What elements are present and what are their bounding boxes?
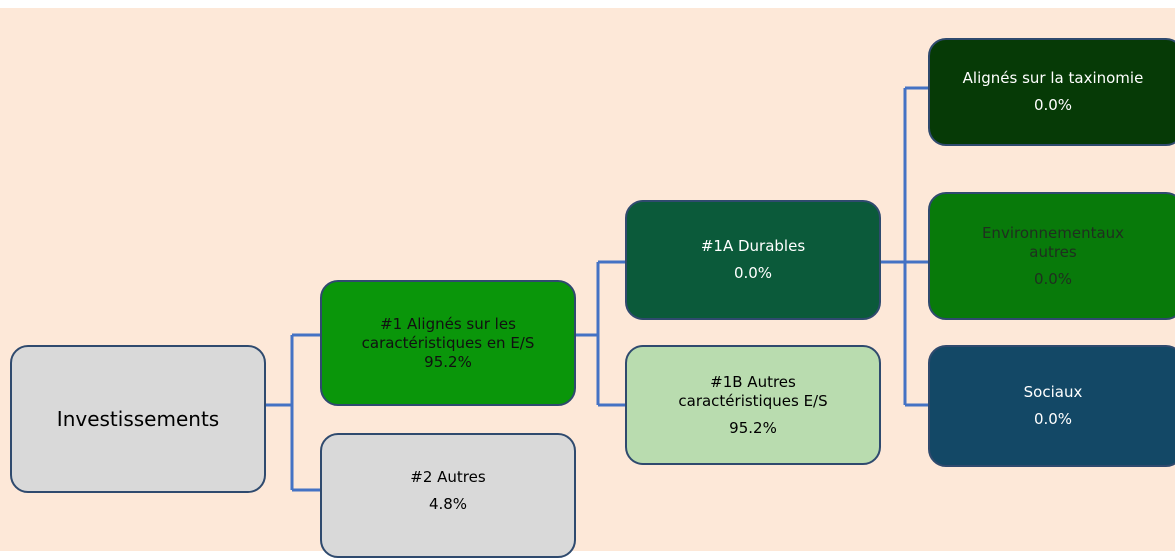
connector [265, 333, 320, 492]
node-label: #1 Alignés sur les caractéristiques en E… [361, 314, 535, 352]
node-label: #1A Durables [700, 237, 806, 255]
node-2: #2 Autres 4.8% [320, 433, 576, 558]
node-value: 95.2% [424, 352, 472, 371]
node-label: Sociaux [1023, 383, 1083, 401]
node-investissements: Investissements [10, 345, 266, 493]
node-1a: #1A Durables 0.0% [625, 200, 881, 320]
node-value: 0.0% [733, 264, 773, 282]
node-label: Environnementaux autres [981, 223, 1125, 261]
node-value: 0.0% [1033, 96, 1073, 114]
node-environnementaux: Environnementaux autres 0.0% [928, 192, 1175, 320]
node-1: #1 Alignés sur les caractéristiques en E… [320, 280, 576, 406]
node-label: #2 Autres [410, 467, 486, 486]
node-value: 0.0% [1033, 410, 1073, 428]
node-label: Investissements [56, 406, 220, 431]
node-taxinomie: Alignés sur la taxinomie 0.0% [928, 38, 1175, 146]
connector [880, 86, 928, 407]
node-value: 0.0% [1033, 269, 1073, 288]
connector [575, 260, 625, 407]
node-label: Alignés sur la taxinomie [962, 69, 1144, 87]
node-value: 95.2% [729, 418, 777, 437]
node-sociaux: Sociaux 0.0% [928, 345, 1175, 467]
node-label: #1B Autres caractéristiques E/S [678, 372, 828, 410]
node-1b: #1B Autres caractéristiques E/S 95.2% [625, 345, 881, 465]
node-value: 4.8% [428, 494, 468, 513]
